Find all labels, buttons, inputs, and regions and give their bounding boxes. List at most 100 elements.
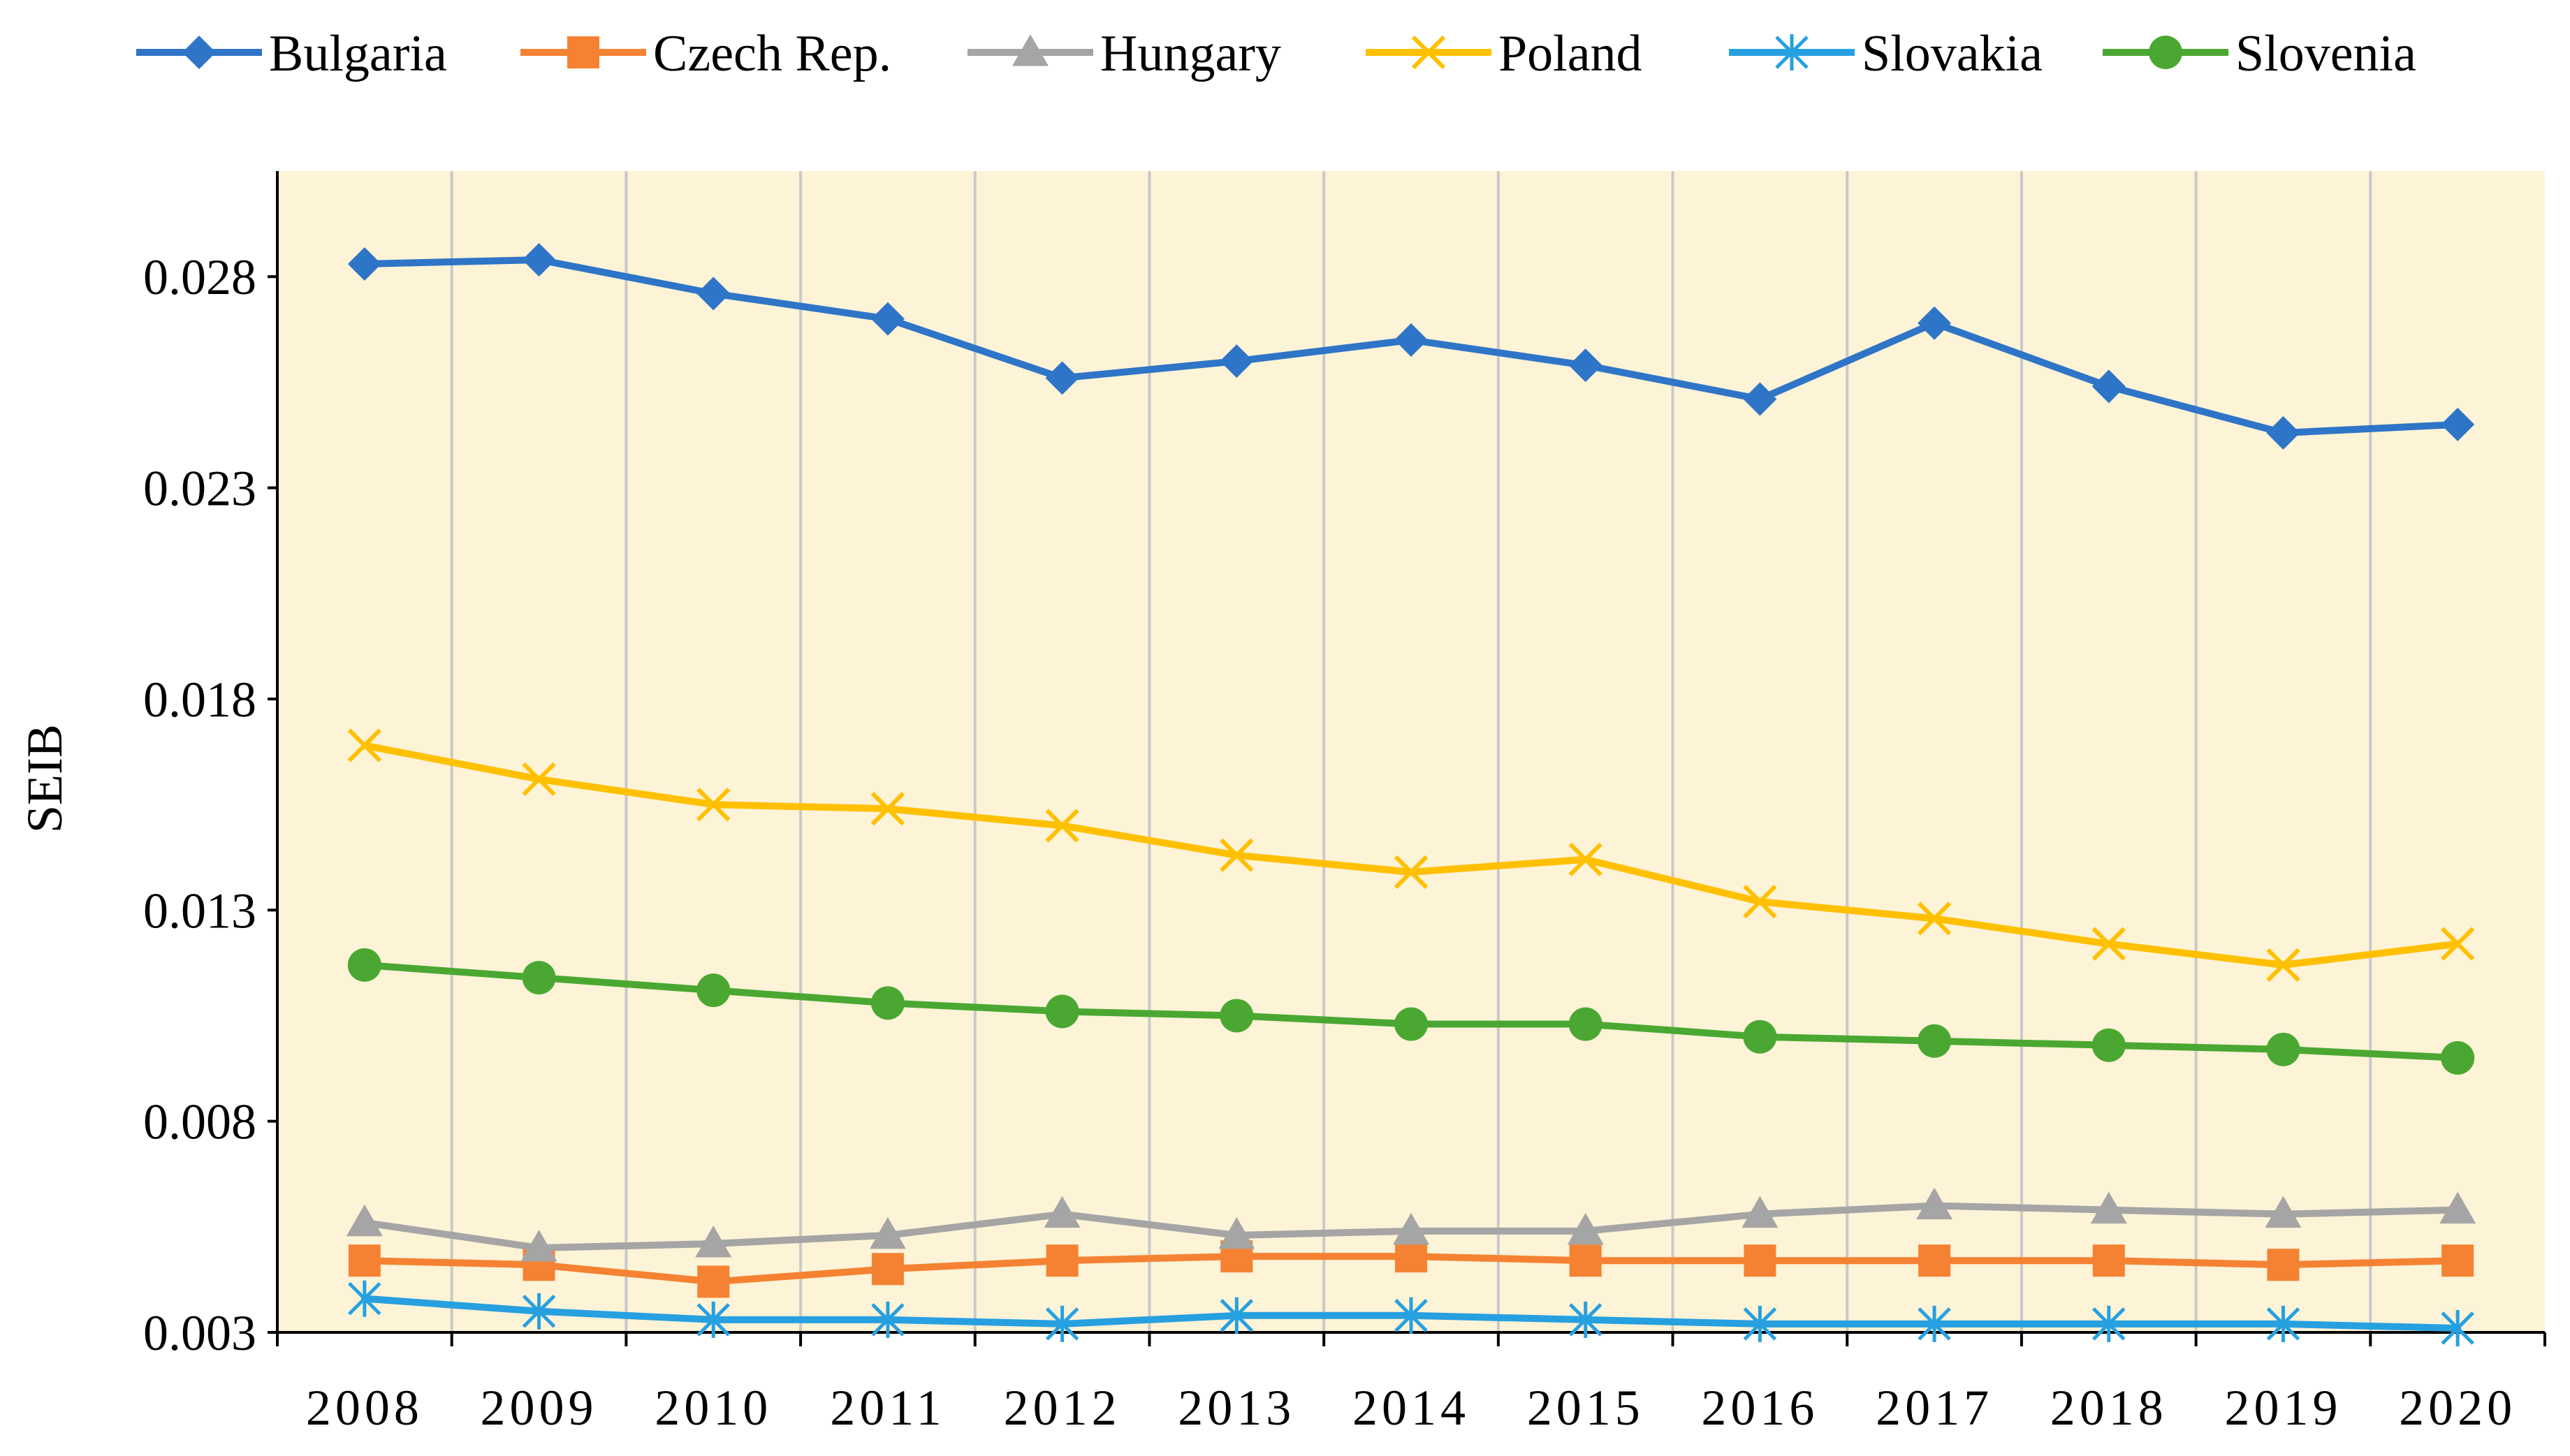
x-tick-label: 2008 bbox=[306, 1380, 423, 1436]
legend-item-slovakia: Slovakia bbox=[1729, 25, 2043, 82]
data-point-hungary bbox=[520, 1230, 557, 1262]
data-point-czech-rep bbox=[1918, 1244, 1951, 1277]
series-bulgaria bbox=[347, 242, 2475, 450]
data-point-slovakia bbox=[1743, 1305, 1777, 1342]
series-poland bbox=[347, 728, 2475, 983]
data-point-czech-rep bbox=[2267, 1249, 2300, 1281]
data-point-hungary bbox=[1916, 1187, 1953, 1220]
data-point-slovenia bbox=[2091, 1028, 2126, 1062]
x-tick-label: 2010 bbox=[655, 1380, 772, 1436]
data-point-slovakia bbox=[1918, 1305, 1951, 1342]
data-point-slovenia bbox=[522, 961, 556, 995]
legend-label: Slovakia bbox=[1862, 25, 2043, 82]
data-point-poland bbox=[1568, 842, 1602, 876]
data-point-hungary bbox=[1218, 1216, 1255, 1249]
data-point-czech-rep bbox=[697, 1265, 730, 1298]
legend-item-slovenia: Slovenia bbox=[2103, 25, 2416, 82]
data-point-slovakia bbox=[2092, 1305, 2126, 1342]
data-point-slovenia bbox=[1568, 1007, 1602, 1041]
legend-marker bbox=[1411, 35, 1446, 70]
data-point-bulgaria bbox=[1220, 344, 1254, 378]
data-point-poland bbox=[2091, 927, 2126, 961]
data-point-slovenia bbox=[347, 948, 381, 982]
data-point-hungary bbox=[1742, 1196, 1779, 1228]
legend-marker bbox=[1012, 34, 1049, 66]
data-point-bulgaria bbox=[1045, 361, 1079, 395]
data-point-hungary bbox=[2090, 1191, 2127, 1224]
data-point-hungary bbox=[695, 1226, 732, 1258]
data-point-hungary bbox=[1567, 1212, 1604, 1245]
data-point-slovenia bbox=[696, 973, 731, 1008]
legend-marker bbox=[182, 36, 216, 69]
legend-label: Czech Rep. bbox=[653, 25, 891, 82]
data-point-poland bbox=[870, 792, 905, 826]
data-point-bulgaria bbox=[1918, 306, 1952, 340]
data-point-slovenia bbox=[1918, 1024, 1952, 1058]
data-point-poland bbox=[2441, 927, 2475, 961]
data-point-slovakia bbox=[696, 1301, 730, 1338]
data-point-czech-rep bbox=[1395, 1240, 1427, 1273]
data-point-poland bbox=[1045, 809, 1079, 843]
data-point-slovakia bbox=[2266, 1305, 2300, 1342]
data-point-bulgaria bbox=[2441, 407, 2475, 441]
data-point-bulgaria bbox=[1394, 323, 1428, 357]
data-point-slovenia bbox=[1394, 1007, 1428, 1041]
data-point-hungary bbox=[869, 1216, 906, 1249]
x-tick-label: 2011 bbox=[830, 1380, 945, 1436]
data-point-czech-rep bbox=[1569, 1244, 1602, 1277]
gridlines bbox=[450, 171, 2372, 1332]
legend-item-poland: Poland bbox=[1366, 25, 1642, 82]
data-point-poland bbox=[1394, 855, 1429, 889]
y-tick-label: 0.028 bbox=[143, 249, 256, 305]
y-axis-title: SEIB bbox=[17, 724, 73, 833]
data-point-slovenia bbox=[2441, 1040, 2475, 1075]
data-point-czech-rep bbox=[348, 1244, 381, 1277]
x-tick-label: 2013 bbox=[1178, 1380, 1295, 1436]
data-point-poland bbox=[1220, 838, 1254, 872]
data-point-hungary bbox=[2439, 1191, 2476, 1224]
y-tick-label: 0.023 bbox=[143, 461, 256, 517]
data-point-slovakia bbox=[1220, 1297, 1254, 1334]
series-group bbox=[346, 242, 2476, 1346]
x-tick-label: 2012 bbox=[1004, 1380, 1121, 1436]
x-tick-label: 2016 bbox=[1701, 1380, 1818, 1436]
data-point-bulgaria bbox=[347, 247, 381, 281]
data-point-bulgaria bbox=[522, 242, 556, 277]
x-tick-label: 2015 bbox=[1527, 1380, 1644, 1436]
legend-item-czech-rep: Czech Rep. bbox=[520, 25, 891, 82]
legend-label: Bulgaria bbox=[269, 25, 447, 82]
data-point-slovakia bbox=[522, 1293, 556, 1330]
series-slovenia bbox=[347, 948, 2475, 1075]
y-tick-label: 0.018 bbox=[143, 672, 256, 728]
data-point-slovenia bbox=[1220, 999, 1254, 1033]
data-point-czech-rep bbox=[871, 1253, 904, 1286]
data-point-slovakia bbox=[871, 1301, 905, 1338]
data-point-hungary bbox=[2265, 1196, 2302, 1228]
data-point-slovenia bbox=[1045, 994, 1079, 1029]
data-point-bulgaria bbox=[2266, 416, 2300, 450]
legend-label: Poland bbox=[1498, 25, 1642, 82]
data-point-bulgaria bbox=[1743, 382, 1777, 416]
series-slovakia bbox=[348, 1280, 2474, 1346]
data-point-hungary bbox=[1044, 1196, 1081, 1228]
data-point-hungary bbox=[346, 1204, 383, 1237]
legend-marker bbox=[2149, 36, 2182, 69]
x-tick-label: 2014 bbox=[1352, 1380, 1470, 1436]
data-point-bulgaria bbox=[1568, 348, 1602, 383]
data-point-slovakia bbox=[2441, 1309, 2474, 1346]
data-point-poland bbox=[347, 728, 381, 763]
x-tick-label: 2019 bbox=[2224, 1380, 2342, 1436]
data-point-poland bbox=[696, 787, 731, 822]
x-tick-label: 2020 bbox=[2399, 1380, 2516, 1436]
y-tick-label: 0.003 bbox=[143, 1305, 256, 1361]
data-point-poland bbox=[2266, 948, 2300, 983]
x-tick-label: 2009 bbox=[481, 1380, 598, 1436]
legend-item-bulgaria: Bulgaria bbox=[136, 25, 447, 82]
data-point-czech-rep bbox=[2441, 1244, 2474, 1277]
legend-label: Hungary bbox=[1100, 25, 1281, 82]
legend: Bulgaria Czech Rep. Hungary Poland Slovakia S… bbox=[136, 25, 2416, 82]
legend-marker bbox=[1775, 34, 1809, 71]
y-tick-label: 0.008 bbox=[143, 1094, 256, 1150]
data-point-slovenia bbox=[870, 986, 905, 1020]
